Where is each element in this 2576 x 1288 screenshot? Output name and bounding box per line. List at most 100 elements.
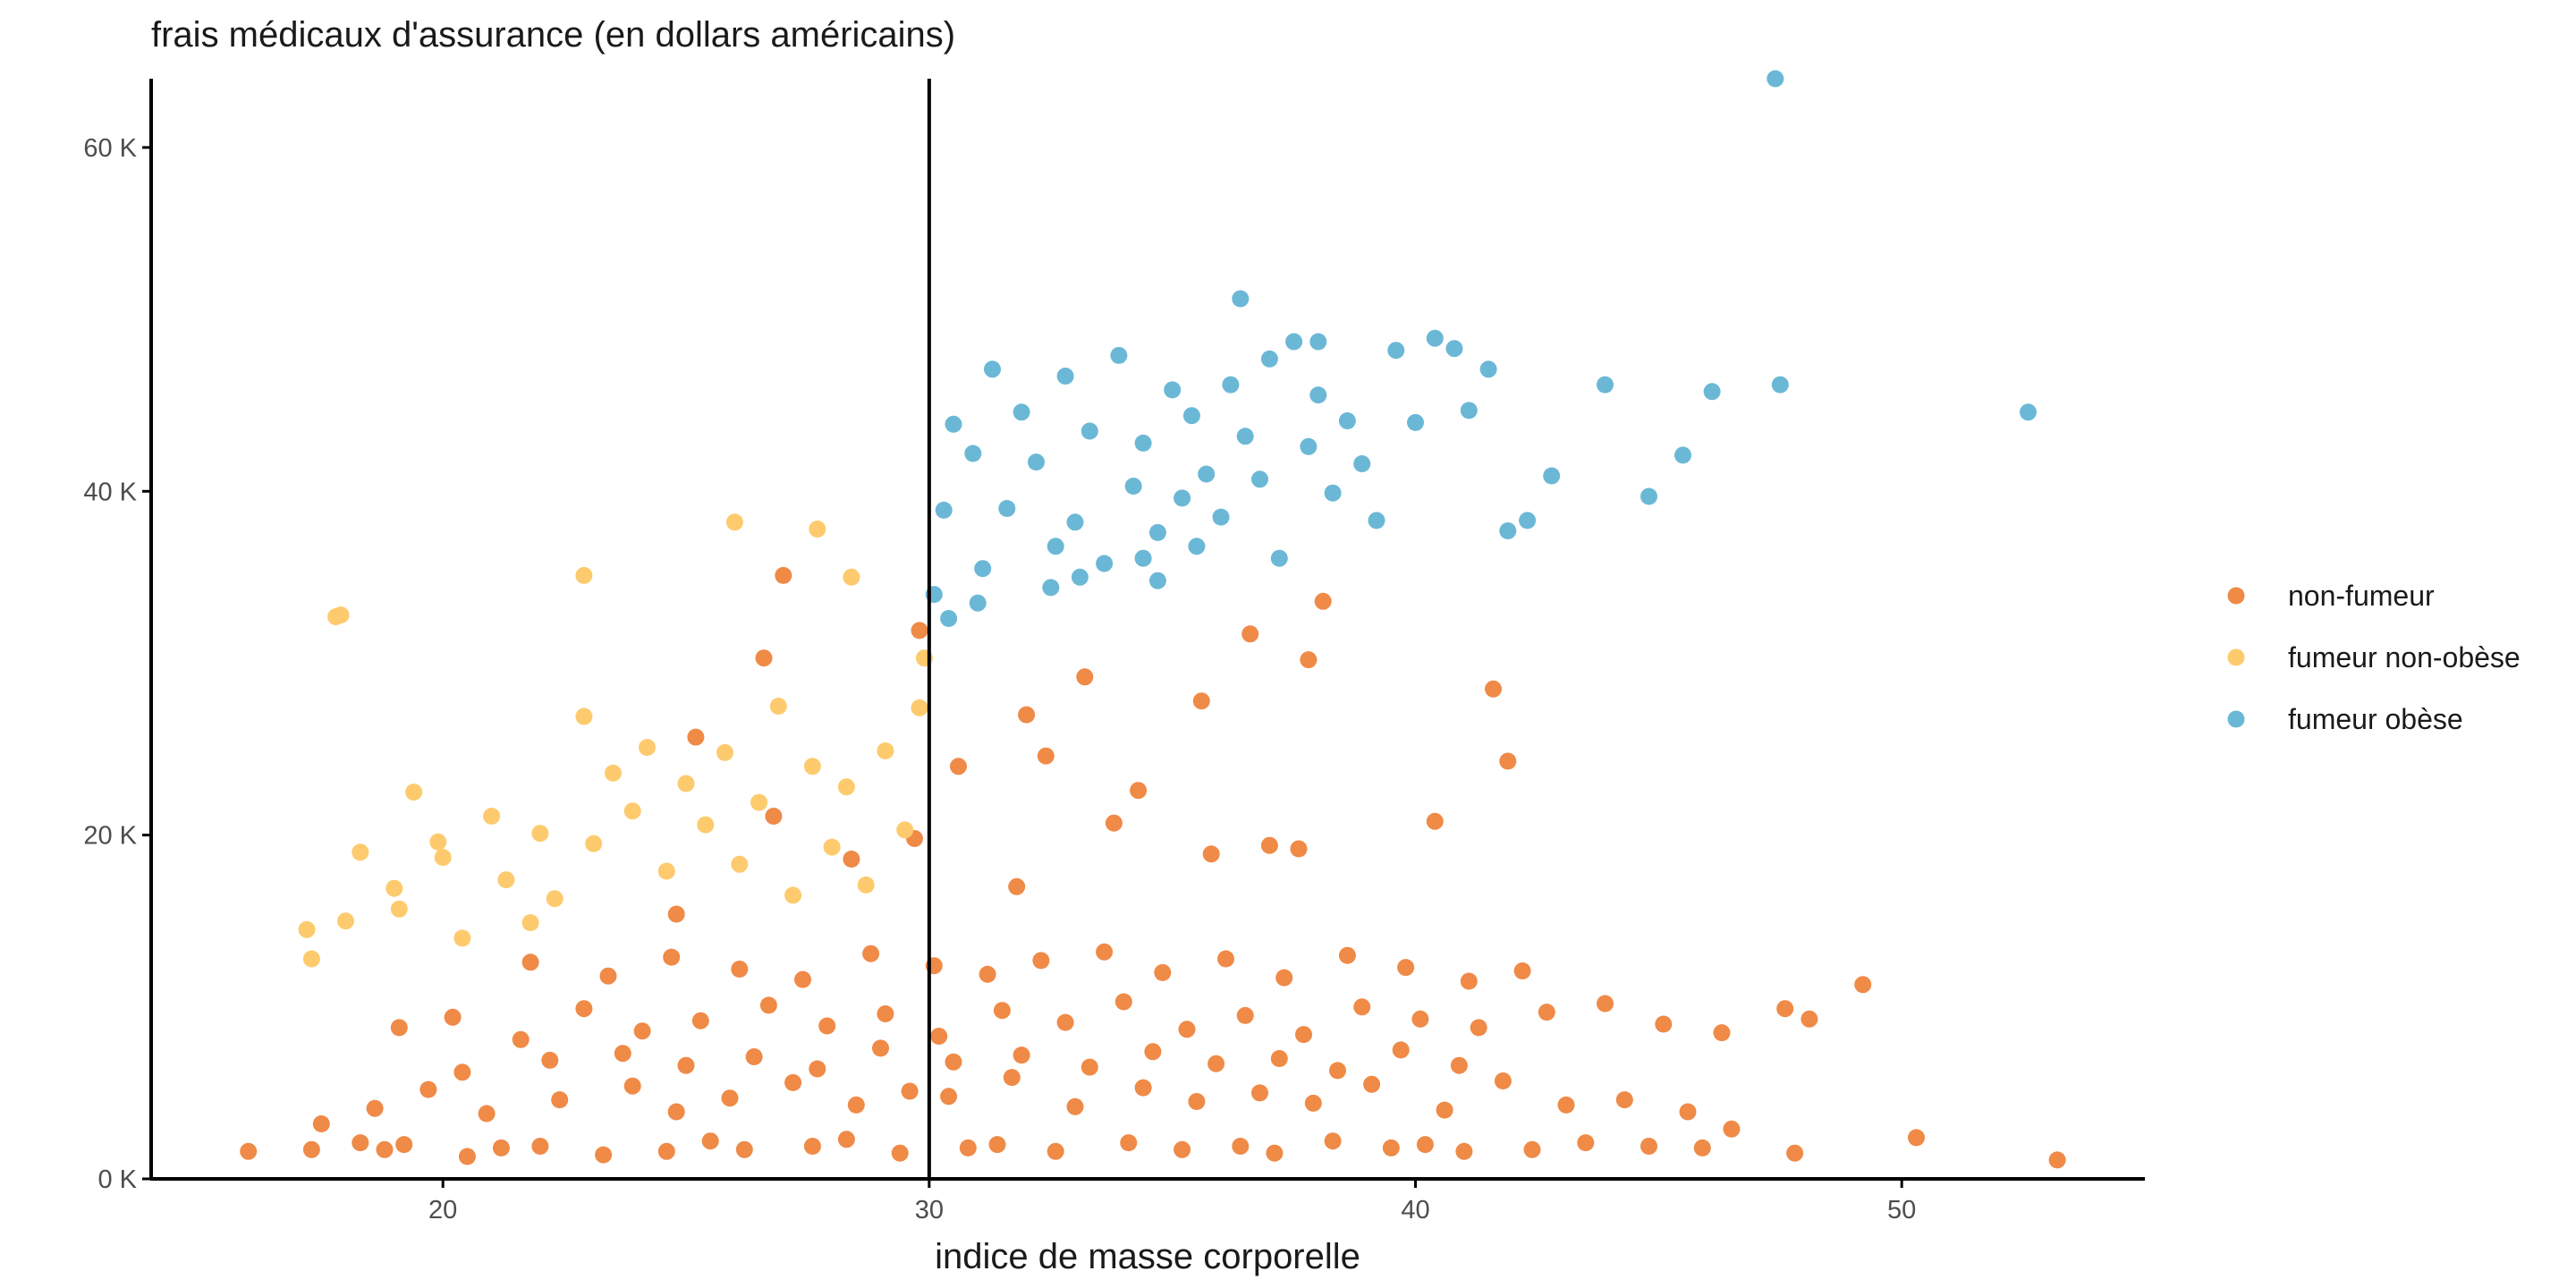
point-non-fumeur-116 <box>1450 1056 1468 1074</box>
point-fumeur-ob-se-19 <box>1174 489 1191 507</box>
x-tick-label: 30 <box>915 1196 944 1224</box>
point-non-fumeur-38 <box>478 1105 496 1123</box>
point-non-fumeur-7 <box>531 1138 549 1155</box>
point-fumeur-ob-se-45 <box>1640 487 1657 505</box>
legend-swatch <box>2227 710 2245 728</box>
point-fumeur-ob-se-27 <box>1270 549 1288 567</box>
point-non-fumeur-42 <box>721 1089 739 1107</box>
axes: 0 K 20 K 40 K 60 K 20 30 40 50 <box>83 79 2145 1224</box>
point-fumeur-ob-se-40 <box>1479 360 1497 378</box>
point-fumeur-ob-se-24 <box>1236 428 1254 445</box>
point-fumeur-non-ob-se-37 <box>725 513 743 531</box>
point-non-fumeur-20 <box>1232 1138 1250 1155</box>
point-fumeur-non-ob-se-5 <box>386 879 403 897</box>
point-non-fumeur-24 <box>1416 1136 1434 1154</box>
point-non-fumeur-67 <box>877 1005 894 1022</box>
point-fumeur-ob-se-4 <box>974 560 992 578</box>
point-fumeur-non-ob-se-38 <box>809 521 826 538</box>
point-non-fumeur-0 <box>240 1142 258 1160</box>
point-fumeur-non-ob-se-16 <box>575 708 593 725</box>
point-fumeur-ob-se-17 <box>1148 523 1166 541</box>
point-non-fumeur-56 <box>1557 1096 1575 1114</box>
point-fumeur-non-ob-se-33 <box>877 742 894 759</box>
point-fumeur-non-ob-se-14 <box>531 825 549 843</box>
point-fumeur-non-ob-se-27 <box>769 698 787 715</box>
point-fumeur-non-ob-se-4 <box>352 843 369 861</box>
point-non-fumeur-22 <box>1324 1132 1342 1150</box>
point-non-fumeur-78 <box>1538 1004 1555 1021</box>
point-fumeur-ob-se-35 <box>1387 342 1405 360</box>
legend-swatch <box>2227 648 2245 666</box>
point-non-fumeur-136 <box>1008 877 1026 895</box>
legend-swatch <box>2227 587 2245 605</box>
point-fumeur-non-ob-se-9 <box>434 849 452 867</box>
point-fumeur-non-ob-se-17 <box>585 835 603 852</box>
point-fumeur-ob-se-34 <box>1368 512 1385 530</box>
point-non-fumeur-49 <box>1134 1079 1152 1097</box>
point-fumeur-ob-se-1 <box>935 501 953 519</box>
point-fumeur-non-ob-se-11 <box>483 808 501 825</box>
point-fumeur-ob-se-33 <box>1353 455 1371 472</box>
point-non-fumeur-59 <box>390 1019 408 1037</box>
point-non-fumeur-97 <box>1338 946 1356 964</box>
point-non-fumeur-80 <box>1655 1015 1673 1033</box>
point-non-fumeur-123 <box>1076 668 1094 686</box>
point-fumeur-ob-se-57 <box>1767 70 1784 88</box>
point-fumeur-ob-se-7 <box>1013 403 1030 421</box>
point-non-fumeur-45 <box>901 1082 919 1100</box>
legend: non-fumeur fumeur non-obèse fumeur obèse <box>2227 580 2521 735</box>
point-non-fumeur-114 <box>1329 1062 1346 1080</box>
point-non-fumeur-85 <box>599 967 617 985</box>
point-fumeur-ob-se-46 <box>1674 446 1691 464</box>
y-tick-label: 60 K <box>83 134 137 163</box>
point-non-fumeur-92 <box>1032 952 1050 970</box>
point-non-fumeur-138 <box>1105 814 1123 832</box>
point-non-fumeur-120 <box>911 622 928 640</box>
point-non-fumeur-82 <box>1776 1000 1794 1018</box>
point-fumeur-ob-se-47 <box>1703 383 1721 401</box>
point-non-fumeur-101 <box>453 1063 471 1081</box>
point-non-fumeur-128 <box>1314 592 1332 610</box>
point-fumeur-ob-se-52 <box>1042 579 1060 597</box>
point-non-fumeur-75 <box>1353 998 1371 1016</box>
point-non-fumeur-21 <box>1266 1144 1284 1162</box>
point-fumeur-ob-se-10 <box>1056 368 1074 385</box>
point-non-fumeur-31 <box>1786 1144 1804 1162</box>
point-non-fumeur-30 <box>1723 1120 1741 1138</box>
point-non-fumeur-47 <box>1003 1069 1021 1087</box>
point-fumeur-ob-se-5 <box>984 360 1001 378</box>
point-non-fumeur-34 <box>2048 1151 2066 1169</box>
point-fumeur-ob-se-11 <box>1066 513 1084 531</box>
point-non-fumeur-32 <box>1854 976 1872 994</box>
y-tick-label: 0 K <box>97 1165 137 1194</box>
point-fumeur-non-ob-se-18 <box>605 764 622 782</box>
point-non-fumeur-12 <box>803 1138 821 1155</box>
point-non-fumeur-99 <box>1460 972 1478 990</box>
point-non-fumeur-122 <box>1018 706 1036 724</box>
point-non-fumeur-19 <box>1174 1140 1191 1158</box>
point-non-fumeur-1 <box>302 1140 320 1158</box>
point-non-fumeur-118 <box>755 649 773 667</box>
point-fumeur-non-ob-se-3 <box>337 912 354 930</box>
point-fumeur-ob-se-48 <box>1771 376 1789 394</box>
point-non-fumeur-103 <box>614 1045 631 1063</box>
point-non-fumeur-14 <box>891 1144 909 1162</box>
point-non-fumeur-69 <box>993 1002 1011 1020</box>
point-non-fumeur-106 <box>809 1060 826 1078</box>
point-non-fumeur-25 <box>1455 1142 1473 1160</box>
point-fumeur-ob-se-49 <box>2020 403 2037 421</box>
point-non-fumeur-16 <box>988 1136 1006 1154</box>
point-non-fumeur-95 <box>1217 950 1234 968</box>
point-fumeur-ob-se-15 <box>1124 478 1142 495</box>
point-fumeur-ob-se-39 <box>1460 402 1478 419</box>
point-fumeur-ob-se-42 <box>1519 512 1537 530</box>
point-fumeur-ob-se-16 <box>1134 434 1152 452</box>
point-fumeur-ob-se-2 <box>945 415 962 433</box>
point-fumeur-ob-se-25 <box>1251 470 1268 488</box>
point-non-fumeur-50 <box>1188 1093 1206 1110</box>
legend-label: fumeur non-obèse <box>2288 641 2521 674</box>
point-fumeur-ob-se-53 <box>1071 568 1089 586</box>
point-non-fumeur-23 <box>1382 1139 1400 1157</box>
point-fumeur-non-ob-se-10 <box>453 929 471 947</box>
point-non-fumeur-130 <box>1485 680 1502 698</box>
